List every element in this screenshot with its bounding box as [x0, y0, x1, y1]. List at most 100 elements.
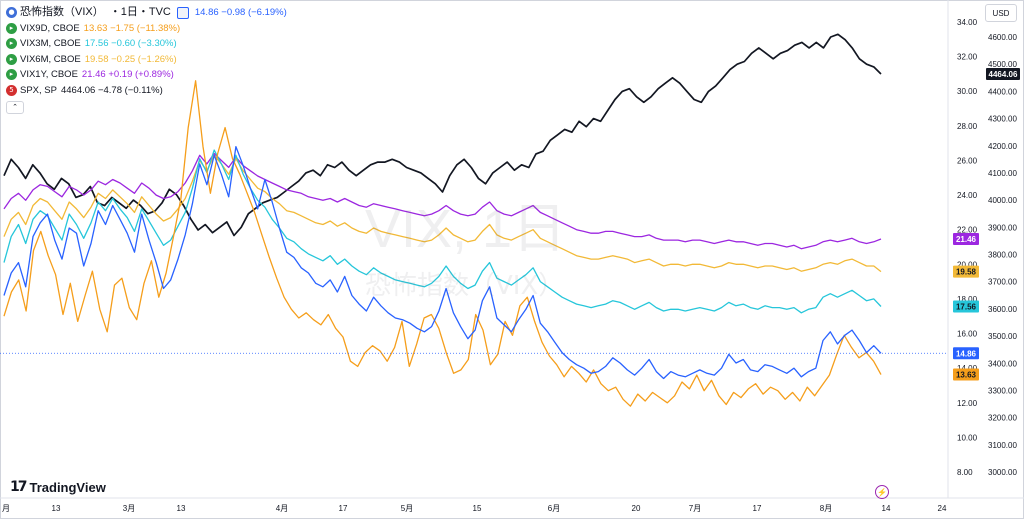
us-flag-icon: ●: [6, 7, 17, 19]
series-line-vix9d[interactable]: [3, 80, 882, 407]
last-value-label: 4464.06: [989, 70, 1018, 79]
left-axis-tick: 10.00: [957, 433, 978, 442]
left-axis-tick: 30.00: [957, 87, 978, 96]
legend-compare-list: ▸ VIX9D, CBOE 13.63 −1.75 (−11.38%) ▸ VIX3M,…: [6, 21, 290, 99]
legend-quote: 19.58 −0.25 (−1.26%): [84, 53, 177, 65]
left-axis-tick: 22.00: [957, 226, 978, 235]
last-value-label: 19.58: [956, 268, 977, 277]
left-axis-tick: 34.00: [957, 18, 978, 27]
left-axis-tick: 8.00: [957, 468, 973, 477]
legend-row[interactable]: ▸ VIX1Y, CBOE 21.46 +0.19 (+0.89%): [6, 67, 290, 83]
x-axis-tick: 15: [473, 504, 482, 513]
right-axis-tick: 3500.00: [988, 332, 1017, 341]
x-axis-tick: 14: [882, 504, 891, 513]
series-line-vix3m[interactable]: [3, 149, 882, 314]
left-axis-tick: 18.00: [957, 295, 978, 304]
series-line-spx[interactable]: [3, 33, 882, 237]
x-axis-tick: 13: [52, 504, 61, 513]
legend-quote: 13.63 −1.75 (−11.38%): [83, 22, 181, 34]
legend: ● 恐怖指数（VIX） ・1日・TVC 14.86 −0.98 (−6.19%)…: [6, 5, 290, 114]
last-value-badge: [953, 265, 979, 278]
last-value-label: 21.46: [956, 235, 977, 244]
main-interval: ・1日・TVC: [109, 6, 171, 18]
left-axis-tick: 24.00: [957, 191, 978, 200]
tradingview-mark-icon: 17: [10, 479, 28, 495]
x-axis-tick: 6月: [548, 504, 560, 513]
right-axis-tick: 4600.00: [988, 33, 1017, 42]
right-axis-tick: 4300.00: [988, 115, 1017, 124]
legend-symbol: VIX3M, CBOE: [20, 38, 81, 49]
legend-symbol: VIX6M, CBOE: [20, 53, 81, 65]
right-axis-tick: 3900.00: [988, 223, 1017, 232]
series-line-vix[interactable]: [3, 145, 882, 380]
green-circle-icon: ▸: [6, 69, 17, 81]
legend-row[interactable]: ▸ VIX9D, CBOE 13.63 −1.75 (−11.38%): [6, 21, 290, 37]
last-value-badge: [953, 233, 979, 246]
legend-symbol: SPX, SP: [20, 84, 57, 96]
last-value-badge: [953, 368, 979, 381]
green-circle-icon: ▸: [6, 38, 17, 50]
watermark-symbol: VIX, 1日: [365, 199, 567, 259]
right-axis-tick: 3100.00: [988, 441, 1017, 450]
last-value-label: 17.56: [956, 303, 977, 312]
x-axis-tick: 24: [938, 504, 947, 513]
left-axis-tick: 26.00: [957, 156, 978, 165]
last-value-label: 14.86: [956, 349, 977, 358]
last-value-badge: [953, 300, 979, 313]
right-axis-tick: 3600.00: [988, 305, 1017, 314]
last-value-badge: [986, 67, 1020, 80]
last-value-label: 13.63: [956, 371, 977, 380]
green-circle-icon: ▸: [6, 22, 17, 34]
left-axis-tick: 32.00: [957, 53, 978, 62]
x-axis-tick: 5月: [401, 504, 413, 513]
series-line-vix1y[interactable]: [3, 152, 882, 250]
main-symbol-title[interactable]: 恐怖指数（VIX）: [20, 6, 104, 18]
right-axis-tick: 4200.00: [988, 142, 1017, 151]
right-axis-tick: 3400.00: [988, 359, 1017, 368]
series-line-vix6m[interactable]: [3, 154, 882, 273]
red-500-badge-icon: 5: [6, 84, 17, 96]
currency-button[interactable]: USD: [985, 4, 1017, 22]
legend-row[interactable]: 5 SPX, SP 4464.06 −4.78 (−0.11%): [6, 83, 290, 99]
green-circle-icon: ▸: [6, 53, 17, 65]
lightning-icon[interactable]: ⚡: [875, 485, 889, 499]
right-axis-tick: 4400.00: [988, 87, 1017, 96]
legend-quote: 21.46 +0.19 (+0.89%): [81, 69, 174, 80]
x-axis-tick: 13: [177, 504, 186, 513]
legend-quote: 4464.06 −4.78 (−0.11%): [60, 84, 163, 96]
x-axis-tick: 7月: [689, 504, 701, 513]
x-axis-tick: 月: [2, 504, 10, 513]
main-series-box-icon[interactable]: [176, 6, 189, 19]
left-axis-tick: 12.00: [957, 399, 978, 408]
chevron-up-icon: ⌃: [12, 103, 18, 111]
legend-main-row[interactable]: ● 恐怖指数（VIX） ・1日・TVC 14.86 −0.98 (−6.19%): [6, 5, 290, 21]
legend-symbol: VIX9D, CBOE: [20, 22, 80, 34]
right-axis-tick: 4100.00: [988, 169, 1017, 178]
left-axis-tick: 20.00: [957, 260, 978, 269]
x-axis-tick: 3月: [123, 504, 135, 513]
tradingview-logo[interactable]: 17 TradingView: [10, 479, 106, 495]
x-axis-tick: 4月: [276, 504, 288, 513]
main-quote: 14.86 −0.98 (−6.19%): [194, 7, 287, 18]
x-axis-tick: 17: [339, 504, 348, 513]
left-axis-tick: 16.00: [957, 330, 978, 339]
legend-symbol: VIX1Y, CBOE: [20, 69, 78, 80]
left-axis-tick: 28.00: [957, 122, 978, 131]
right-axis-tick: 3700.00: [988, 278, 1017, 287]
x-axis-tick: 20: [632, 504, 641, 513]
x-axis-tick: 8月: [820, 504, 832, 513]
legend-row[interactable]: ▸ VIX3M, CBOE 17.56 −0.60 (−3.30%): [6, 36, 290, 52]
right-axis-tick: 3800.00: [988, 251, 1017, 260]
tradingview-wordmark: TradingView: [29, 479, 106, 495]
right-axis-tick: 3200.00: [988, 414, 1017, 423]
legend-collapse-button[interactable]: ⌃: [6, 101, 24, 114]
x-axis-tick: 17: [753, 504, 762, 513]
watermark-name: 恐怖指数（VIX）: [365, 271, 565, 301]
legend-row[interactable]: ▸ VIX6M, CBOE 19.58 −0.25 (−1.26%): [6, 52, 290, 68]
last-value-badge: [953, 347, 979, 360]
right-axis-tick: 3000.00: [988, 468, 1017, 477]
right-axis-tick: 4500.00: [988, 60, 1017, 69]
right-axis-tick: 4000.00: [988, 196, 1017, 205]
legend-quote: 17.56 −0.60 (−3.30%): [84, 38, 177, 49]
